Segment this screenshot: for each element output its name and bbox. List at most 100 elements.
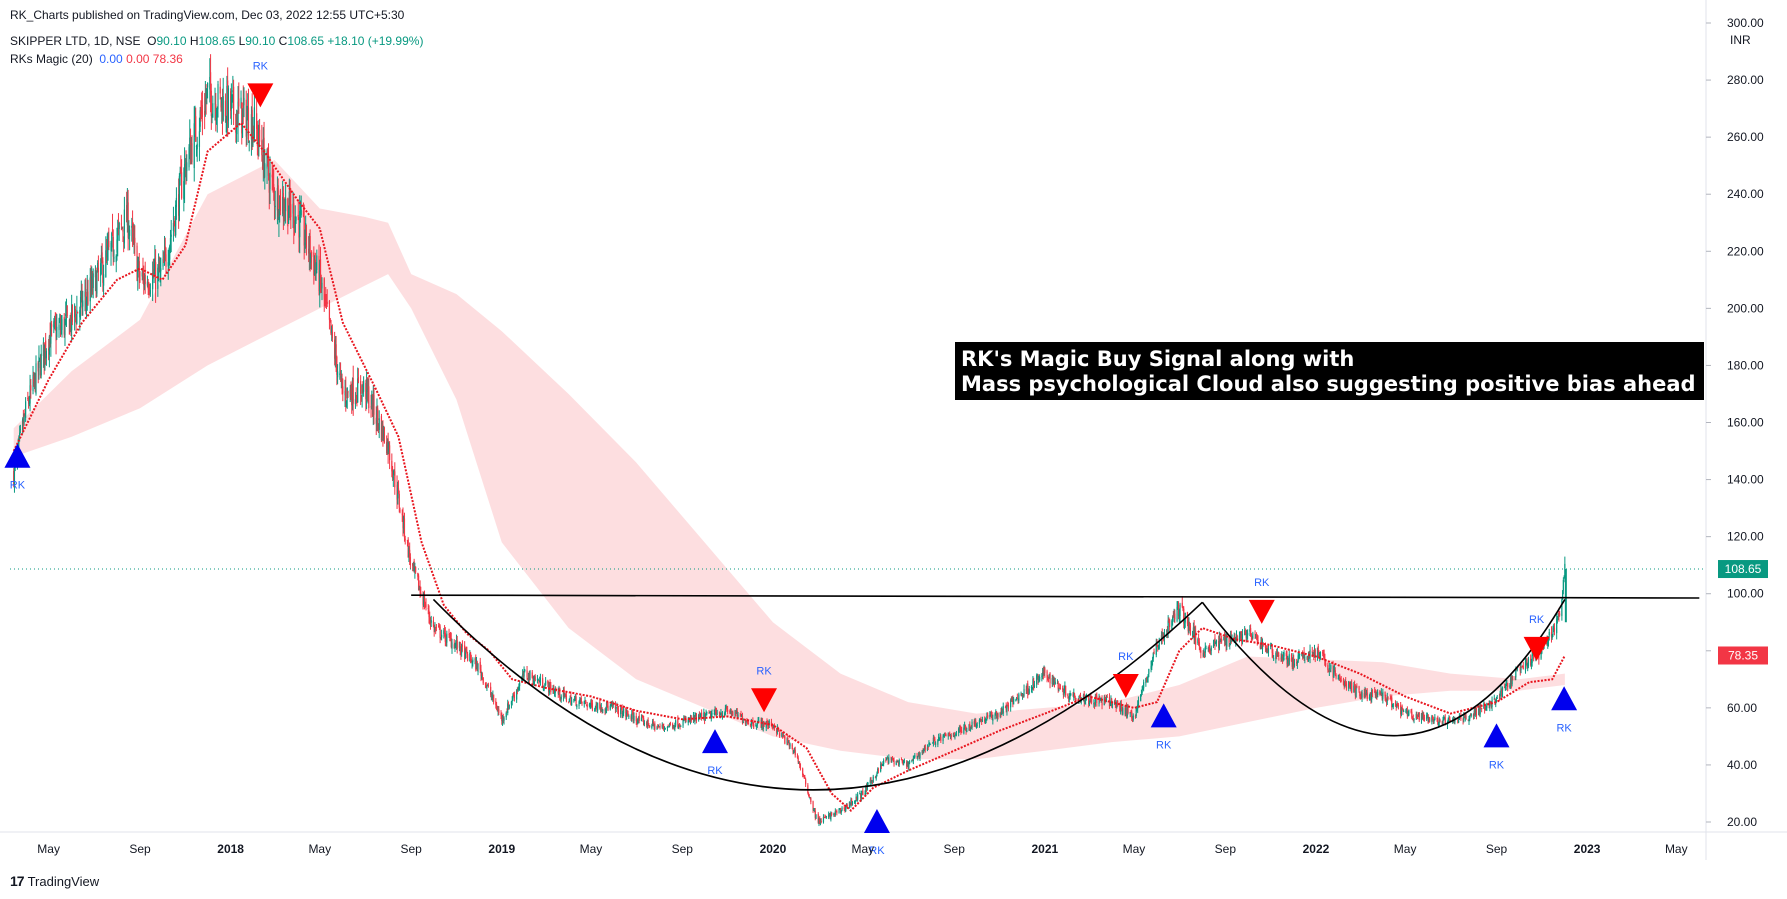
candle <box>715 707 717 715</box>
candle <box>1400 701 1402 719</box>
candle-body <box>906 762 909 766</box>
candle-body <box>1197 639 1199 644</box>
candle-body <box>1559 613 1561 616</box>
candle-body <box>1006 705 1008 712</box>
candle-body <box>90 278 92 289</box>
candle <box>625 707 627 721</box>
candle-body <box>1349 683 1351 689</box>
candle <box>896 759 898 763</box>
candle <box>111 213 114 237</box>
candle <box>1011 696 1013 703</box>
candle-body <box>758 720 760 722</box>
candle <box>617 705 620 718</box>
sell-signal: RK <box>1523 614 1550 661</box>
candle-body <box>75 317 77 324</box>
candle <box>622 710 624 719</box>
candle-body <box>1527 664 1529 668</box>
candle-body <box>1051 678 1053 685</box>
candle-body <box>319 263 321 295</box>
candle-body <box>735 711 737 713</box>
candle <box>1058 687 1060 692</box>
candle <box>186 154 188 182</box>
candle <box>516 687 518 695</box>
candle <box>397 481 399 505</box>
candle-body <box>700 713 702 716</box>
candle-body <box>1228 637 1230 643</box>
candle <box>609 704 611 711</box>
candle-body <box>45 351 48 359</box>
candle <box>309 229 311 272</box>
buy-signal: RK <box>1551 686 1578 734</box>
candle <box>641 714 643 718</box>
candle-body <box>1479 707 1481 715</box>
candle <box>877 767 879 774</box>
candle-body <box>1172 617 1174 622</box>
candle <box>282 186 284 231</box>
candle-body <box>589 704 591 706</box>
time-axis[interactable]: May Sep 2018 May Sep 2019 May Sep 2020 May Sep 2021… <box>37 842 1687 856</box>
candle-body <box>200 111 202 114</box>
candle <box>628 714 630 720</box>
candle <box>564 692 566 699</box>
candle <box>527 672 530 684</box>
candle <box>272 166 274 193</box>
candle-body <box>1036 675 1039 677</box>
candle <box>1208 644 1210 653</box>
candle <box>1292 652 1294 671</box>
candle-body <box>373 394 375 415</box>
candle <box>283 198 285 226</box>
candle-body <box>1072 693 1074 697</box>
candle <box>1333 664 1336 673</box>
tradingview-logo[interactable]: 17 TradingView <box>10 873 99 889</box>
candle <box>1183 619 1186 630</box>
candle <box>381 420 383 441</box>
candle-body <box>611 704 613 706</box>
candle-body <box>445 639 447 642</box>
candle <box>215 92 217 132</box>
candle <box>1001 706 1003 716</box>
candle <box>792 748 794 755</box>
last-price-text: 108.65 <box>1725 562 1762 576</box>
high-value: 108.65 <box>198 34 236 48</box>
candle-body <box>557 691 559 694</box>
candle <box>809 797 811 800</box>
candle <box>1252 631 1254 640</box>
candle-body <box>453 644 455 649</box>
candle-body <box>491 696 493 699</box>
candle-body <box>240 97 242 109</box>
candle-body <box>1515 670 1517 678</box>
candle-body <box>817 814 819 823</box>
candle-body <box>750 720 752 726</box>
candle <box>279 195 281 223</box>
candle-body <box>1469 715 1472 717</box>
candle-body <box>961 730 963 734</box>
candle-body <box>1306 656 1308 659</box>
candle-body <box>627 713 629 716</box>
price-axis[interactable]: INR300.00280.00260.00240.00220.00200.001… <box>1706 16 1768 829</box>
candle <box>886 757 888 761</box>
candle <box>302 202 305 218</box>
candle <box>1302 650 1304 660</box>
candle-body <box>994 714 996 719</box>
candle <box>461 640 464 652</box>
candle-body <box>360 395 362 400</box>
candle-body <box>331 327 333 334</box>
candle-body <box>253 107 256 138</box>
candle <box>1371 687 1373 703</box>
candle-body <box>916 756 918 757</box>
low-label: L <box>238 34 246 48</box>
candle-body <box>394 471 396 488</box>
candle-body <box>1046 671 1048 678</box>
candle-body <box>1437 724 1440 725</box>
candle <box>755 723 757 727</box>
candle-body <box>882 763 884 765</box>
candle <box>1293 659 1296 668</box>
candle <box>1369 692 1371 701</box>
candle-body <box>257 140 259 142</box>
annotation-box: RK's Magic Buy Signal along with Mass ps… <box>955 342 1704 400</box>
candle <box>1131 709 1133 722</box>
candle <box>134 225 136 256</box>
candle <box>271 162 273 191</box>
candle <box>971 719 973 730</box>
